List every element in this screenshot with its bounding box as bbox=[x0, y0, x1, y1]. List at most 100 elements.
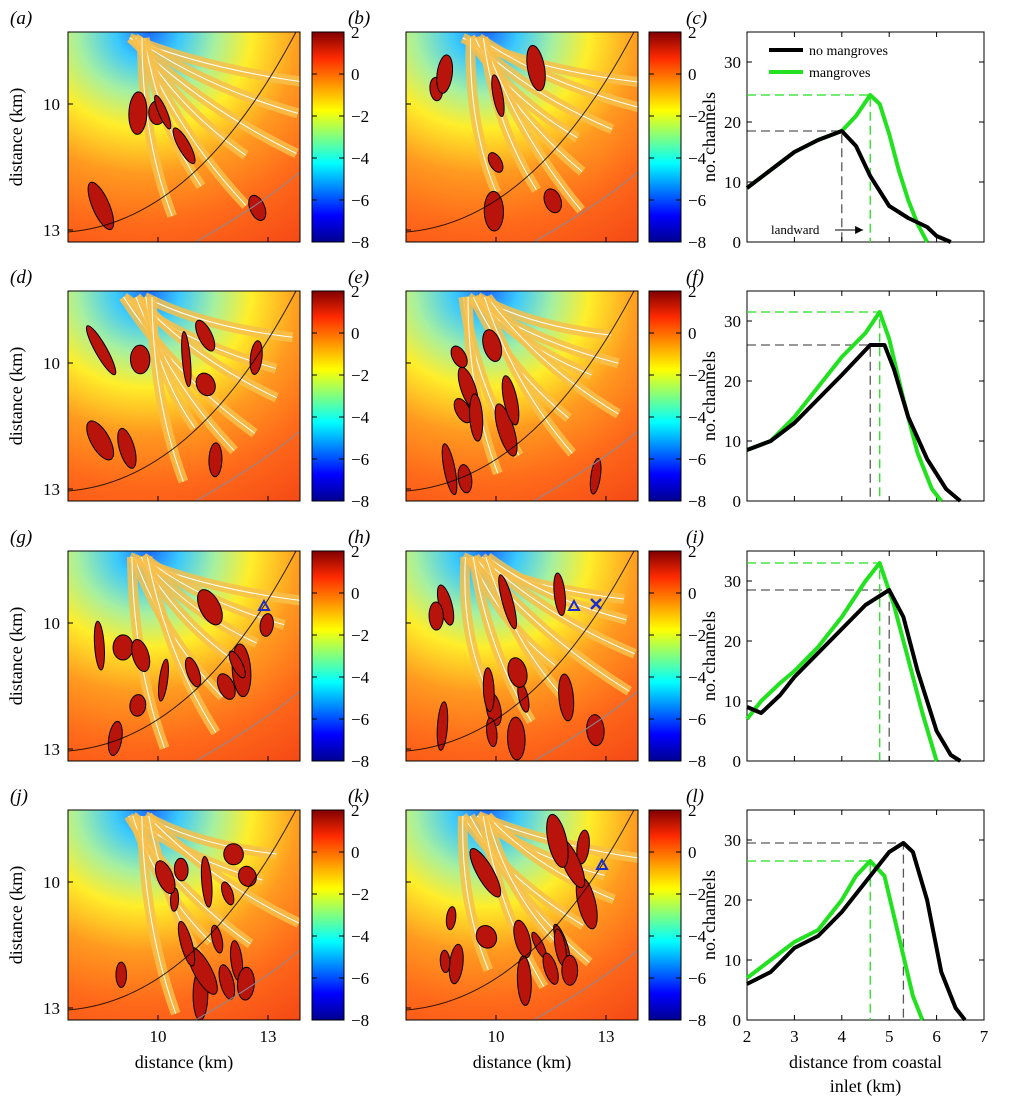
map-frame bbox=[67, 550, 301, 762]
y-tick-label: 10 bbox=[724, 432, 741, 451]
y-axis-label: distance (km) bbox=[6, 347, 27, 445]
platform-island bbox=[112, 634, 134, 661]
map-panel bbox=[405, 550, 639, 762]
elevation-field bbox=[406, 551, 638, 761]
map-frame bbox=[67, 31, 301, 243]
platform-island bbox=[553, 572, 566, 617]
y-tick-label: 10 bbox=[43, 873, 60, 892]
panel-label: (b) bbox=[348, 8, 370, 29]
colorbar-tick-label: −6 bbox=[688, 191, 706, 210]
sea-level-contour bbox=[533, 171, 638, 242]
channel-contour bbox=[478, 37, 638, 108]
triangle-marker bbox=[257, 598, 271, 611]
x-tick-label: 5 bbox=[885, 1027, 894, 1046]
colorbar: 2 0 −2 −4 −6 −8 bbox=[648, 801, 707, 1030]
platform-island bbox=[173, 857, 189, 882]
elevation-field bbox=[406, 291, 638, 501]
map-panel: 10 13 distance (km) bbox=[6, 290, 301, 502]
colorbar-tick-label: −8 bbox=[351, 492, 369, 511]
y-tick-label: 10 bbox=[724, 951, 741, 970]
platform-island bbox=[93, 620, 105, 671]
platform-island bbox=[439, 949, 451, 974]
colorbar-tick-label: 2 bbox=[351, 542, 360, 561]
y-tick-label: 0 bbox=[733, 233, 742, 252]
channel-contour bbox=[123, 296, 256, 434]
platform-island bbox=[501, 375, 520, 426]
platform-island bbox=[482, 329, 503, 362]
sea-level-contour bbox=[195, 430, 300, 501]
y-tick-label: 30 bbox=[724, 53, 741, 72]
colorbar-tick-label: 0 bbox=[351, 65, 360, 84]
platform-island bbox=[221, 881, 235, 906]
platform-island bbox=[483, 190, 504, 232]
platform-island bbox=[154, 860, 176, 895]
line-panel: 0 10 20 30 no. channels no mangroves mangroves… bbox=[699, 31, 985, 252]
platform-island bbox=[485, 717, 498, 748]
line-panel: 0 10 20 30 no. channels bbox=[699, 290, 985, 511]
platform-island bbox=[507, 716, 526, 761]
platform-island bbox=[158, 658, 169, 702]
channel-contour bbox=[469, 37, 497, 193]
colorbar-tick-label: 0 bbox=[351, 843, 360, 862]
y-tick-label: 13 bbox=[43, 221, 60, 240]
sea-level-contour bbox=[533, 949, 638, 1020]
colorbar-tick-label: −4 bbox=[688, 927, 707, 946]
colorbar-tick-label: −2 bbox=[688, 885, 706, 904]
y-tick-label: 10 bbox=[43, 95, 60, 114]
elevation-contour bbox=[406, 551, 635, 752]
elevation-field bbox=[68, 291, 300, 501]
platform-island bbox=[586, 714, 605, 747]
x-axis-label: distance (km) bbox=[135, 1052, 233, 1073]
map-frame bbox=[67, 809, 301, 1021]
panel-label: (f) bbox=[686, 267, 704, 288]
platform-island bbox=[197, 589, 223, 626]
channel-contour bbox=[482, 815, 545, 987]
channel-contour bbox=[144, 296, 293, 338]
platform-island bbox=[513, 919, 532, 959]
colorbar-tick-label: −6 bbox=[351, 969, 369, 988]
platform-island bbox=[482, 667, 495, 713]
y-tick-label: 10 bbox=[43, 614, 60, 633]
y-tick-label: 30 bbox=[724, 831, 741, 850]
map-frame bbox=[67, 290, 301, 502]
platform-island bbox=[469, 393, 484, 442]
map-panel: 10 13 distance (km) bbox=[405, 809, 639, 1073]
elevation-contour bbox=[68, 32, 297, 233]
sea-level-contour bbox=[533, 690, 638, 761]
x-axis-label: distance (km) bbox=[473, 1052, 571, 1073]
colorbar-tick-label: −4 bbox=[351, 927, 370, 946]
series-no-mangroves bbox=[746, 343, 962, 503]
series-mangroves bbox=[746, 310, 943, 503]
platform-island bbox=[228, 650, 246, 679]
platform-island bbox=[259, 613, 274, 637]
colorbar-tick-label: 2 bbox=[688, 23, 697, 42]
colorbar-scale bbox=[311, 550, 345, 762]
platform-island bbox=[546, 813, 569, 868]
platform-island bbox=[542, 952, 559, 985]
x-tick-label: 3 bbox=[790, 1027, 799, 1046]
colorbar-tick-label: 0 bbox=[351, 324, 360, 343]
peak-guide bbox=[747, 344, 871, 501]
cross-marker bbox=[590, 598, 602, 610]
y-axis-label: distance (km) bbox=[6, 88, 27, 186]
y-axis-label: no. channels bbox=[699, 870, 719, 960]
panel-label: (d) bbox=[10, 267, 32, 288]
legend-label-no-mangroves: no mangroves bbox=[809, 44, 888, 59]
colorbar: 2 0 −2 −4 −6 −8 bbox=[311, 542, 370, 771]
colorbar-tick-label: 2 bbox=[688, 282, 697, 301]
x-tick-label: 13 bbox=[598, 1027, 615, 1046]
platform-island bbox=[450, 345, 468, 369]
y-tick-label: 0 bbox=[733, 492, 742, 511]
channel-contour bbox=[462, 815, 489, 971]
platform-island bbox=[115, 961, 128, 988]
platform-island bbox=[558, 673, 575, 722]
colorbar-tick-label: −8 bbox=[688, 752, 706, 771]
colorbar-tick-label: −8 bbox=[688, 492, 706, 511]
x-tick-label: 10 bbox=[488, 1027, 505, 1046]
x-tick-label: 10 bbox=[150, 1027, 167, 1046]
panel-label: (k) bbox=[348, 786, 369, 807]
x-tick-label: 7 bbox=[980, 1027, 989, 1046]
platform-island bbox=[195, 372, 216, 397]
platform-island bbox=[195, 319, 216, 352]
panel-label: (l) bbox=[686, 786, 704, 807]
